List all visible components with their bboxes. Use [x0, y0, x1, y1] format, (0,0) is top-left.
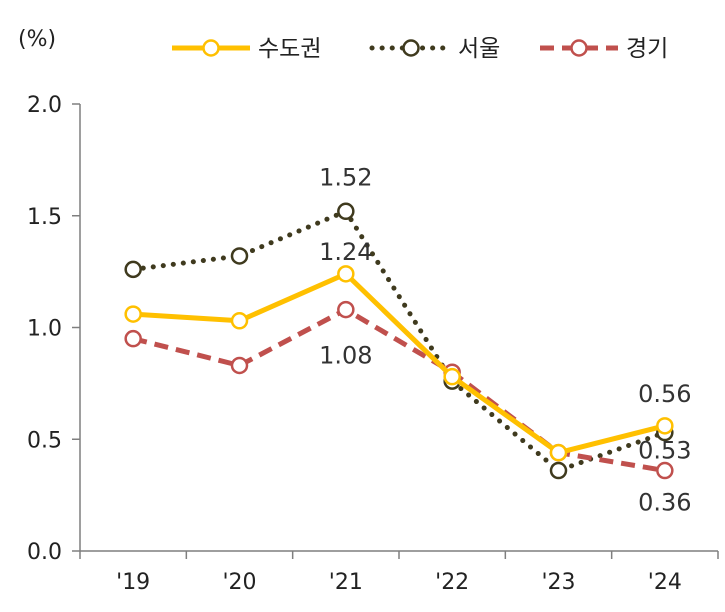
legend-item-seoul: 서울	[369, 36, 500, 62]
data-label: 1.52	[319, 163, 372, 191]
x-tick-label: '23	[541, 570, 575, 595]
data-point	[124, 305, 142, 323]
legend-label-seoul: 서울	[458, 36, 500, 62]
data-label: 1.24	[319, 238, 372, 266]
data-point	[337, 202, 355, 221]
y-tick-label: 2.0	[27, 93, 62, 118]
legend-label-gyeonggi: 경기	[626, 36, 668, 62]
data-label: 0.53	[638, 437, 691, 465]
series-line	[132, 307, 666, 474]
y-tick-label: 1.5	[27, 205, 62, 230]
x-tick-label: '24	[648, 570, 682, 595]
data-point	[656, 417, 674, 435]
series-line	[130, 208, 668, 474]
x-tick-label: '21	[329, 570, 363, 595]
data-point	[230, 247, 249, 265]
series-0	[124, 265, 674, 462]
y-axis-unit-label: (%)	[18, 27, 56, 52]
x-tick-label: '22	[435, 570, 469, 595]
legend-label-sudogwon: 수도권	[258, 36, 321, 62]
data-point	[124, 260, 142, 279]
series-2	[124, 300, 674, 480]
legend: 수도권 서울 경기	[172, 36, 668, 62]
data-point	[656, 461, 674, 480]
data-label: 0.36	[638, 489, 691, 517]
y-tick-label: 1.0	[27, 317, 62, 342]
data-labels-layer: 1.24 0.56 1.52 0.53 1.08 0.36	[319, 163, 691, 516]
data-point	[337, 300, 355, 319]
data-point	[124, 329, 142, 348]
data-label: 0.56	[638, 380, 691, 408]
data-point	[443, 367, 461, 386]
series-layer	[124, 202, 674, 480]
data-point	[549, 443, 568, 462]
data-point	[337, 265, 355, 283]
data-point	[230, 312, 249, 330]
legend-item-sudogwon: 수도권	[172, 36, 321, 62]
y-tick-label: 0.5	[27, 428, 62, 453]
data-point	[230, 356, 249, 375]
data-point	[549, 461, 568, 480]
axes: 0.0 0.5 1.0 1.5 2.0 '19 '20 '21 '22 '23 '24	[27, 93, 719, 595]
data-label: 1.08	[319, 342, 372, 370]
series-line	[133, 271, 666, 456]
x-tick-label: '19	[116, 570, 150, 595]
y-tick-label: 0.0	[27, 540, 62, 565]
x-tick-label: '20	[222, 570, 256, 595]
legend-item-gyeonggi: 경기	[540, 36, 668, 62]
